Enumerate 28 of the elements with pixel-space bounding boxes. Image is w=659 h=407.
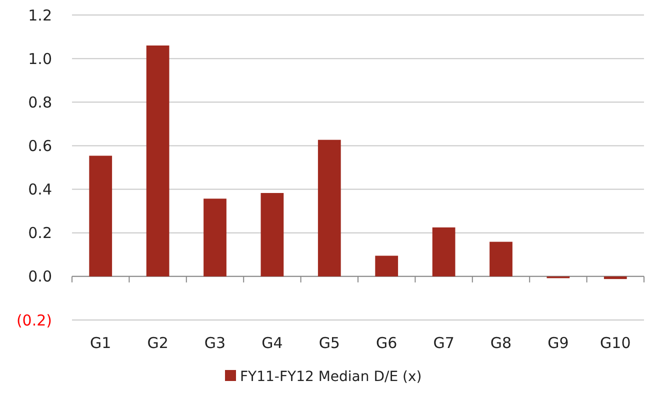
x-tick-label: G1 bbox=[90, 334, 112, 352]
x-tick-label: G7 bbox=[433, 334, 454, 352]
y-tick-label: 0.6 bbox=[28, 136, 52, 155]
y-tick-label: 0.2 bbox=[28, 224, 52, 242]
x-tick-label: G4 bbox=[262, 334, 283, 352]
y-tick-label: 1.0 bbox=[28, 50, 52, 68]
bar bbox=[318, 140, 341, 276]
x-tick-label: G10 bbox=[600, 334, 631, 352]
y-tick-label: 0.4 bbox=[28, 180, 52, 199]
bar bbox=[204, 198, 226, 276]
x-tick-label: G5 bbox=[318, 334, 340, 352]
x-tick-label: G8 bbox=[490, 334, 512, 352]
y-tick-label: 0.8 bbox=[28, 93, 52, 112]
bar bbox=[432, 227, 456, 276]
x-tick-label: G3 bbox=[204, 334, 226, 352]
x-tick-label: G2 bbox=[147, 334, 168, 352]
x-tick-label: G9 bbox=[548, 334, 569, 352]
y-tick-label: 1.2 bbox=[28, 6, 52, 24]
bar bbox=[490, 242, 512, 276]
y-tick-label: 0.0 bbox=[28, 268, 52, 286]
bar bbox=[604, 276, 627, 280]
y-tick-label: (0.2) bbox=[16, 311, 52, 330]
x-tick-label: G6 bbox=[376, 334, 398, 352]
legend-label: FY11-FY12 Median D/E (x) bbox=[240, 369, 422, 385]
bar bbox=[89, 156, 112, 276]
bar bbox=[146, 46, 170, 276]
bar bbox=[375, 256, 398, 276]
bar bbox=[260, 192, 284, 276]
